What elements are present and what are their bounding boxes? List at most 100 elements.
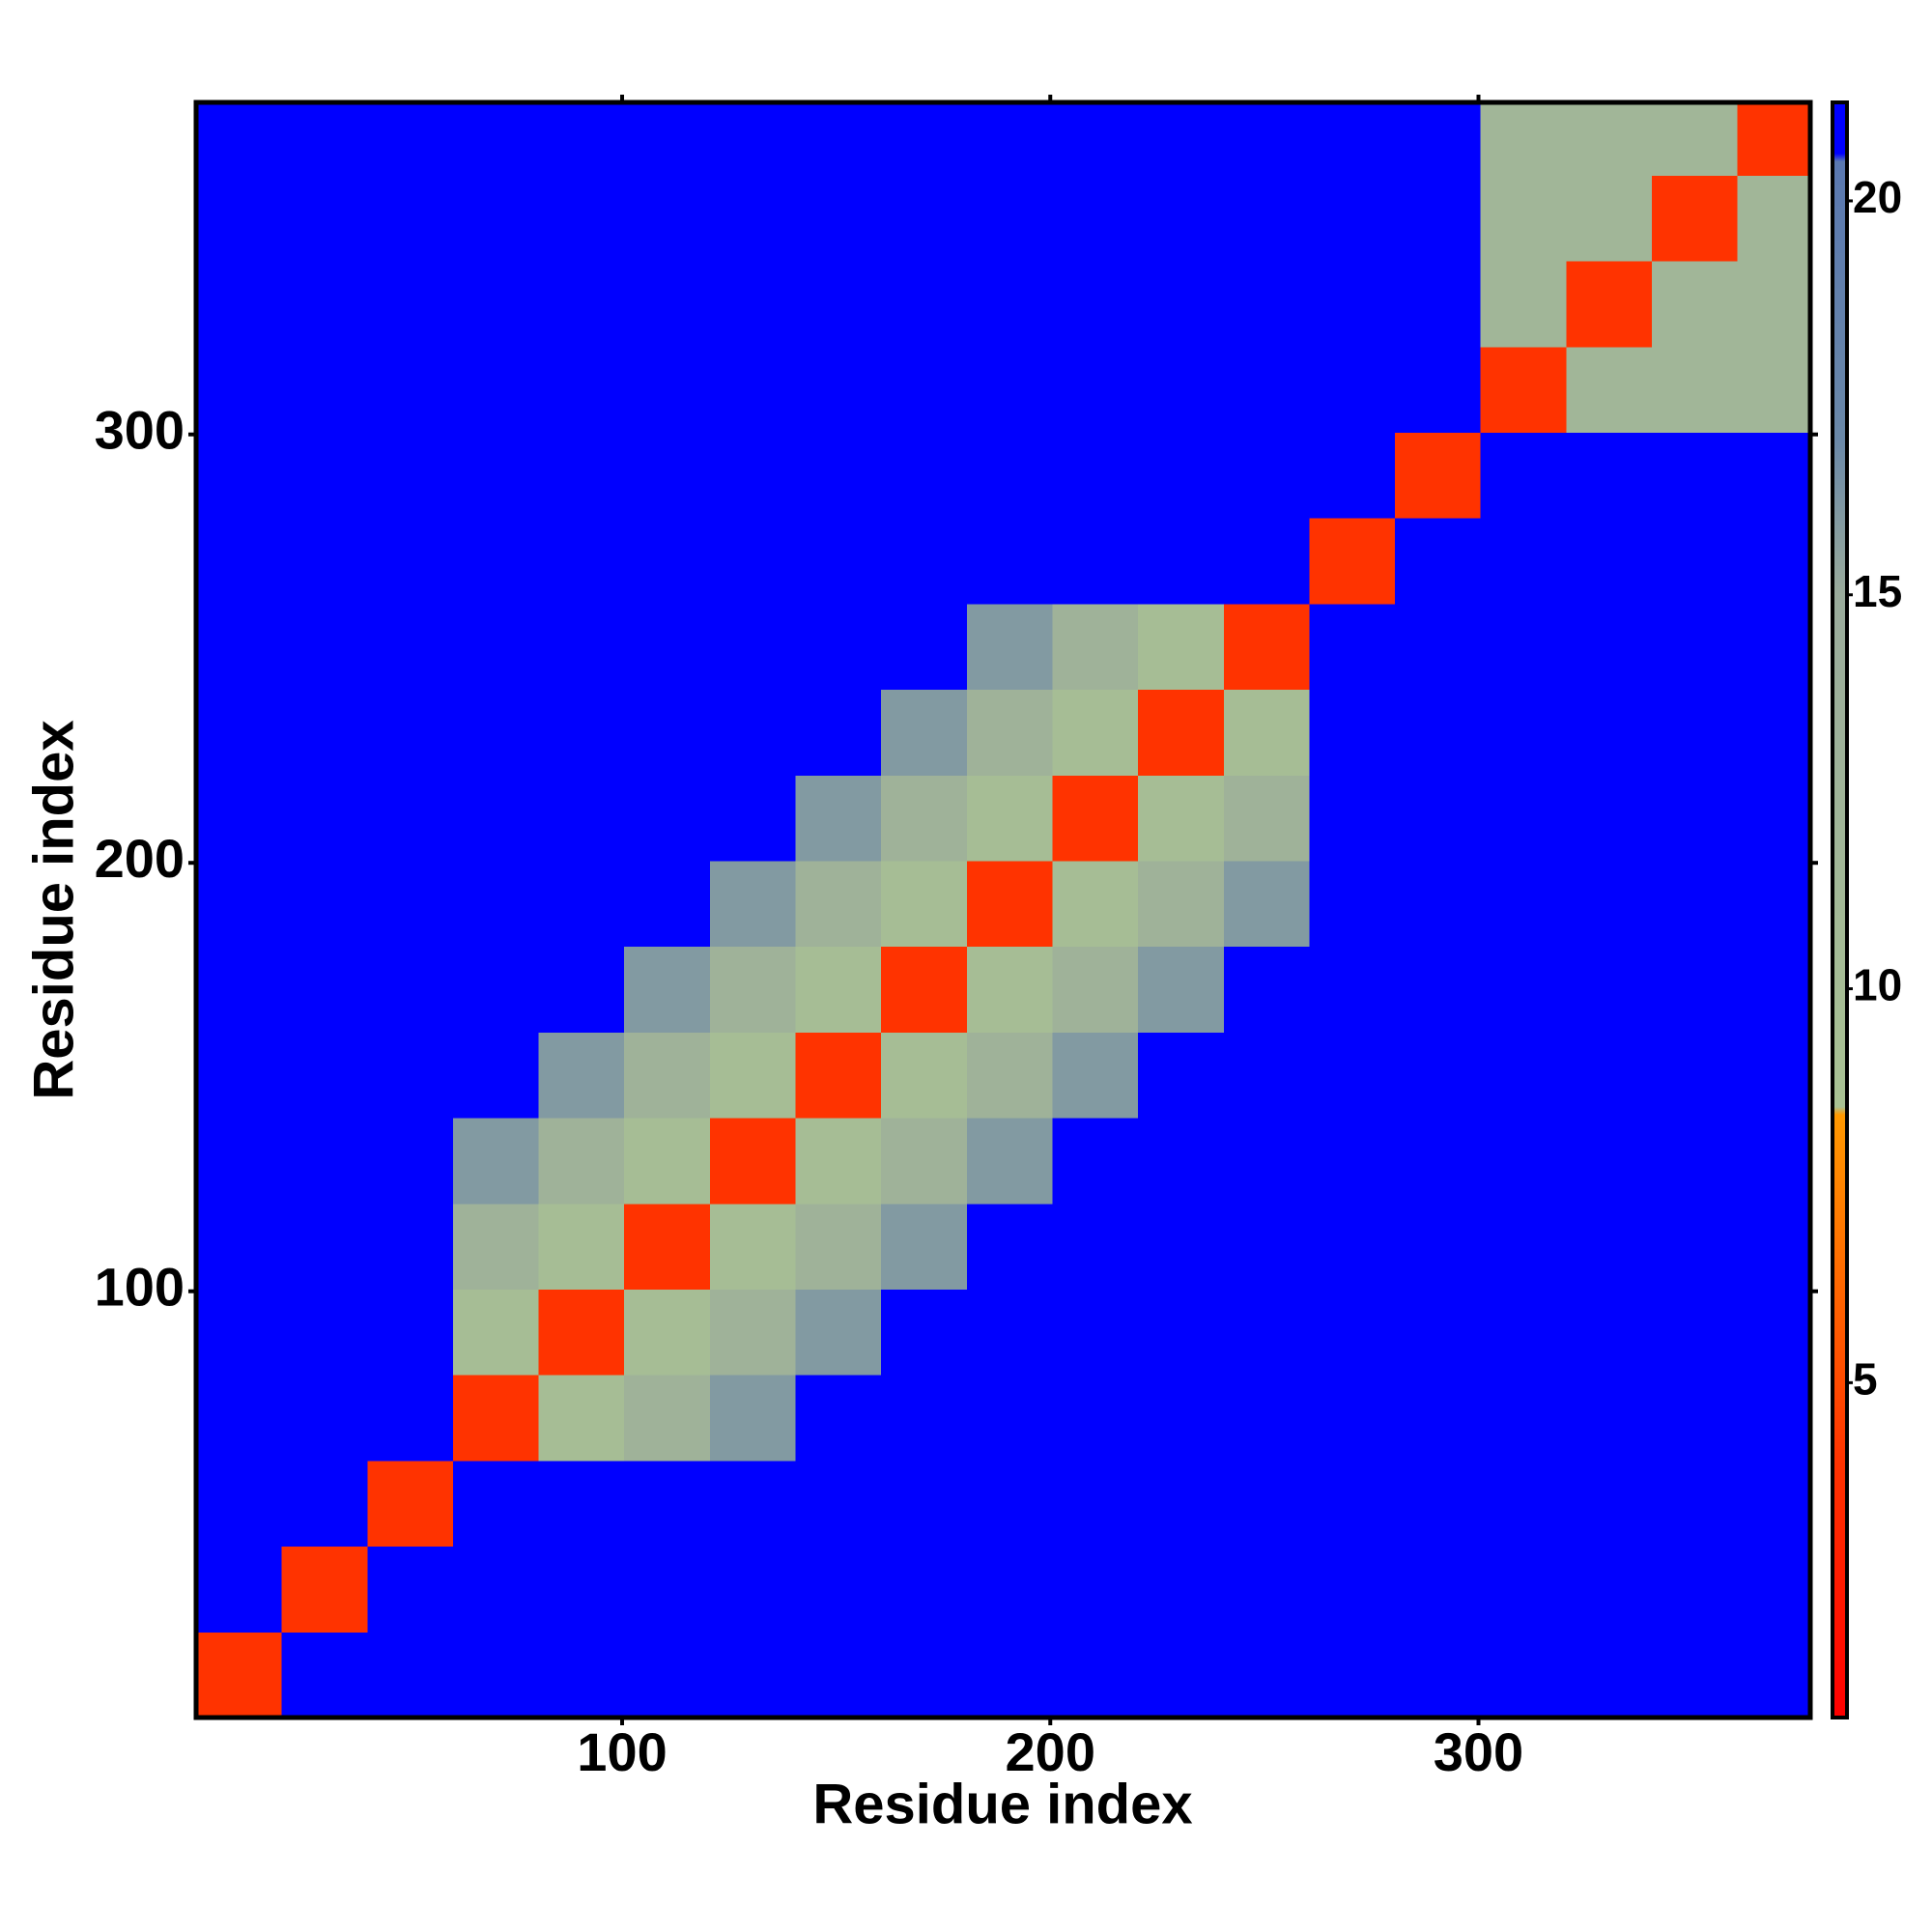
heatmap-cell [367, 946, 454, 1033]
heatmap-cell [1652, 1632, 1739, 1719]
heatmap-cell [367, 518, 454, 605]
heatmap-cell [881, 175, 968, 262]
heatmap-cell [624, 1203, 711, 1290]
heatmap-cell [1652, 1546, 1739, 1633]
heatmap-cell [1395, 1632, 1482, 1719]
heatmap-cell [881, 1118, 968, 1205]
heatmap-cell [1480, 175, 1567, 262]
heatmap-cell [1480, 946, 1567, 1033]
heatmap-cell [1395, 775, 1482, 862]
heatmap-cell [367, 432, 454, 519]
heatmap-cell [367, 1032, 454, 1119]
heatmap-cell [1138, 603, 1225, 691]
heatmap-cell [881, 1632, 968, 1719]
heatmap-cell [1566, 432, 1653, 519]
heatmap-cell [1223, 775, 1310, 862]
heatmap-cell [1223, 1632, 1310, 1719]
heatmap-cell [196, 1632, 283, 1719]
heatmap-cell [881, 1460, 968, 1548]
heatmap-cell [1566, 1118, 1653, 1205]
heatmap-cell [1223, 689, 1310, 776]
axes: 100 200 300 100 200 300 5 10 15 20 [95, 95, 1902, 1782]
heatmap-cell [1309, 946, 1396, 1033]
heatmap-cell [367, 346, 454, 433]
heatmap-cell [367, 261, 454, 348]
heatmap-cell [1138, 860, 1225, 948]
heatmap-cell [452, 1375, 540, 1462]
heatmap-cell [281, 432, 368, 519]
heatmap-cell [795, 946, 882, 1033]
heatmap-cell [1395, 1118, 1482, 1205]
heatmap-cell [966, 1118, 1053, 1205]
heatmap-cell [966, 1546, 1053, 1633]
heatmap-cell [538, 518, 625, 605]
heatmap-cell [966, 261, 1053, 348]
heatmap-cell [709, 346, 797, 433]
heatmap-cell [281, 346, 368, 433]
heatmap-cell [538, 1032, 625, 1119]
heatmap-cell [1737, 346, 1811, 433]
heatmap-cell [367, 1375, 454, 1462]
heatmap-cell [1737, 775, 1811, 862]
heatmap-cell [1138, 346, 1225, 433]
heatmap-cell [966, 432, 1053, 519]
heatmap-cell [1652, 1460, 1739, 1548]
heatmap-cell [966, 689, 1053, 776]
heatmap-cell [1223, 432, 1310, 519]
heatmap-cell [709, 261, 797, 348]
heatmap-cell [196, 432, 283, 519]
heatmap-cell [1652, 1203, 1739, 1290]
heatmap-cell [1052, 346, 1139, 433]
heatmap-cell [1223, 1203, 1310, 1290]
heatmap-cell [1652, 775, 1739, 862]
heatmap-cell [1052, 1375, 1139, 1462]
heatmap-cell [1309, 1118, 1396, 1205]
colorbar [1831, 100, 1849, 1719]
heatmap-cell [538, 261, 625, 348]
heatmap-cell [452, 1289, 540, 1376]
heatmap-cell [1737, 1118, 1811, 1205]
heatmap-cell [795, 1289, 882, 1376]
heatmap-cell [1052, 1118, 1139, 1205]
heatmap-cell [196, 775, 283, 862]
colorbar-tick-label: 20 [1853, 172, 1902, 222]
heatmap-cell [881, 1289, 968, 1376]
heatmap-cell [795, 102, 882, 176]
heatmap-cell [1052, 1032, 1139, 1119]
heatmap-cell [709, 775, 797, 862]
heatmap-cell [709, 1375, 797, 1462]
heatmap-cell [281, 603, 368, 691]
heatmap-cell [367, 1460, 454, 1548]
heatmap-cell [452, 603, 540, 691]
heatmap-cell [624, 946, 711, 1033]
x-axis-title: Residue index [812, 1773, 1192, 1835]
heatmap-cell [1309, 346, 1396, 433]
heatmap-cell [881, 346, 968, 433]
heatmap-cell [1480, 432, 1567, 519]
heatmap-cell [624, 346, 711, 433]
heatmap-cell [196, 1460, 283, 1548]
heatmap-cell [795, 432, 882, 519]
heatmap-cell [1652, 860, 1739, 948]
heatmap-cell [1395, 175, 1482, 262]
heatmap-cell [1480, 775, 1567, 862]
heatmap-cell [281, 1203, 368, 1290]
heatmap-cell [966, 518, 1053, 605]
heatmap-cell [1480, 689, 1567, 776]
heatmap-cell [1652, 261, 1739, 348]
heatmap-cell [1138, 1546, 1225, 1633]
heatmap-cell [1480, 346, 1567, 433]
heatmap-cell [1309, 860, 1396, 948]
heatmap-cell [624, 603, 711, 691]
heatmap-cell [196, 1289, 283, 1376]
heatmap-cell [1138, 432, 1225, 519]
heatmap-cell [709, 175, 797, 262]
heatmap-cell [1737, 518, 1811, 605]
heatmap-cell [1309, 1032, 1396, 1119]
heatmap-cell [538, 1203, 625, 1290]
heatmap-cell [1395, 603, 1482, 691]
heatmap-cell [966, 946, 1053, 1033]
heatmap-cell [538, 175, 625, 262]
heatmap-cell [1309, 102, 1396, 176]
heatmap-cell [1138, 1032, 1225, 1119]
